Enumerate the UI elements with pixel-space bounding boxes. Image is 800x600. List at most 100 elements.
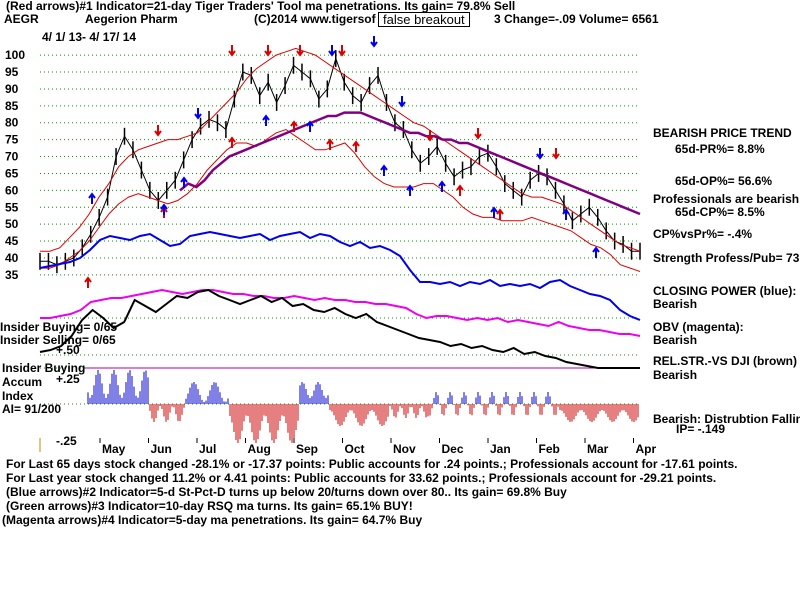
company-name: Aegerion Pharm — [85, 12, 178, 26]
axes: 35 40 45 50 55 60 65 70 75 80 85 90 95 100 May Jun Jul Au… — [5, 48, 656, 456]
relative-strength-series — [39, 288, 640, 369]
minus-25-label: -.25 — [56, 434, 77, 448]
ai-value: AI= 91/200 — [2, 402, 62, 416]
red-arrow-up — [326, 138, 334, 150]
footer-line-3: (Blue arrows)#2 Indicator=5-d St-Pct-D t… — [6, 485, 567, 499]
footer-line-2: For Last year stock changed 11.2% or 4.4… — [6, 471, 717, 485]
x-tick-label: Aug — [248, 442, 271, 456]
red-arrow-down — [552, 148, 560, 160]
y-tick-label: 40 — [5, 251, 19, 265]
price-gridlines — [40, 54, 640, 405]
index-label: Index — [2, 389, 34, 403]
red-arrow-down — [426, 130, 434, 142]
red-arrow-down — [296, 45, 304, 57]
y-tick-label: 75 — [5, 133, 19, 147]
obv-series — [40, 288, 641, 337]
blue-arrow-up — [380, 164, 388, 176]
signal-arrows — [84, 36, 600, 288]
footer-line-4: (Green arrows)#3 Indicator=10-day RSQ ma… — [6, 499, 413, 513]
y-tick-label: 45 — [5, 234, 19, 248]
red-arrow-down — [264, 45, 272, 57]
y-tick-label: 35 — [5, 268, 19, 282]
closing-power-line — [39, 230, 641, 321]
red-arrow-down — [228, 45, 236, 57]
blue-arrow-up — [88, 192, 96, 204]
copyright: (C)2014 www.tigersof — [254, 12, 376, 26]
blue-arrow-up — [180, 176, 188, 188]
y-tick-label: 65 — [5, 166, 19, 180]
obv-line — [40, 288, 641, 337]
red-arrow-up — [84, 276, 92, 288]
y-tick-label: 80 — [5, 116, 19, 130]
op-percent: 65d-OP%= 56.6% — [675, 174, 773, 188]
blue-arrow-down — [194, 108, 202, 120]
blue-arrow-up — [438, 180, 446, 192]
band-lines — [39, 47, 641, 274]
closing-power-series — [39, 230, 641, 321]
x-tick-label: Jul — [199, 442, 216, 456]
indicator1-line: (Red arrows)#1 Indicator=21-day Tiger Tr… — [6, 0, 516, 13]
bearish-title: BEARISH PRICE TREND — [653, 126, 792, 140]
x-tick-label: May — [102, 442, 126, 456]
insider-buying-2: Insider Buying — [2, 361, 86, 375]
blue-arrow-down — [370, 36, 378, 48]
y-tick-label: 60 — [5, 183, 19, 197]
closing-power-label: CLOSING POWER (blue): — [653, 284, 797, 298]
y-tick-label: 95 — [5, 65, 19, 79]
relative-strength-line — [39, 288, 640, 369]
blue-arrow-up — [160, 203, 168, 215]
insider-selling: Insider Selling= 0/65 — [0, 333, 116, 347]
y-tick-label: 70 — [5, 150, 19, 164]
pr-percent: 65d-PR%= 8.8% — [675, 142, 765, 156]
plus-25-label: +.25 — [56, 372, 80, 386]
y-tick-label: 100 — [5, 48, 25, 62]
insider-buying: Insider Buying= 0/65 — [0, 320, 118, 334]
plus-50-label: +.50 — [56, 343, 80, 357]
distribution-label: Bearish: Distrubtion Falling — [653, 412, 800, 426]
blue-arrow-up — [306, 120, 314, 132]
blue-arrow-up — [262, 114, 270, 126]
footer-line-5: (Magenta arrows)#4 Indicator=5-day ma pe… — [2, 513, 423, 527]
blue-arrow-up — [592, 246, 600, 258]
strength-profess-pub: Strength Profess/Pub= 73 — [653, 251, 800, 265]
x-tick-label: Nov — [393, 442, 416, 456]
red-arrow-up — [228, 136, 236, 148]
red-arrow-down — [154, 125, 162, 137]
x-tick-label: Jun — [151, 442, 172, 456]
y-tick-label: 85 — [5, 99, 19, 113]
blue-arrow-up — [406, 184, 414, 196]
blue-arrow-up — [490, 206, 498, 218]
blue-arrow-down — [536, 148, 544, 160]
ticker: AEGR — [4, 12, 39, 26]
upper-band — [40, 47, 641, 252]
red-arrow-up — [290, 120, 298, 132]
obv-value: Bearish — [653, 333, 698, 347]
x-tick-label: Dec — [442, 442, 464, 456]
lower-band — [40, 128, 641, 272]
x-tick-label: Jan — [490, 442, 511, 456]
change-volume: 3 Change=-.09 Volume= 6561 — [494, 12, 659, 26]
x-tick-label: Sep — [296, 442, 318, 456]
x-tick-label: Mar — [587, 442, 609, 456]
cp-percent: 65d-CP%= 8.5% — [675, 205, 765, 219]
red-arrow-up — [352, 140, 360, 152]
red-arrow-up — [456, 184, 464, 196]
x-tick-label: Apr — [636, 442, 657, 456]
red-arrow-down — [338, 45, 346, 57]
y-tick-label: 90 — [5, 82, 19, 96]
blue-arrow-down — [328, 45, 336, 57]
date-range: 4/ 1/ 13- 4/ 17/ 14 — [42, 30, 137, 44]
moving-average-line — [179, 111, 641, 216]
y-tick-label: 55 — [5, 200, 19, 214]
ip-value: IP= -.149 — [676, 422, 726, 436]
x-tick-label: Oct — [345, 442, 365, 456]
blue-arrow-up — [562, 208, 570, 220]
professionals-bearish: Professionals are bearish — [653, 192, 800, 206]
red-arrow-up — [496, 208, 504, 220]
relstr-value: Bearish — [653, 368, 698, 382]
cp-vs-pr: CP%vsPr%= -.4% — [653, 227, 753, 241]
x-tick-label: Feb — [539, 442, 560, 456]
closing-power-value: Bearish — [653, 297, 698, 311]
y-tick-label: 50 — [5, 217, 19, 231]
